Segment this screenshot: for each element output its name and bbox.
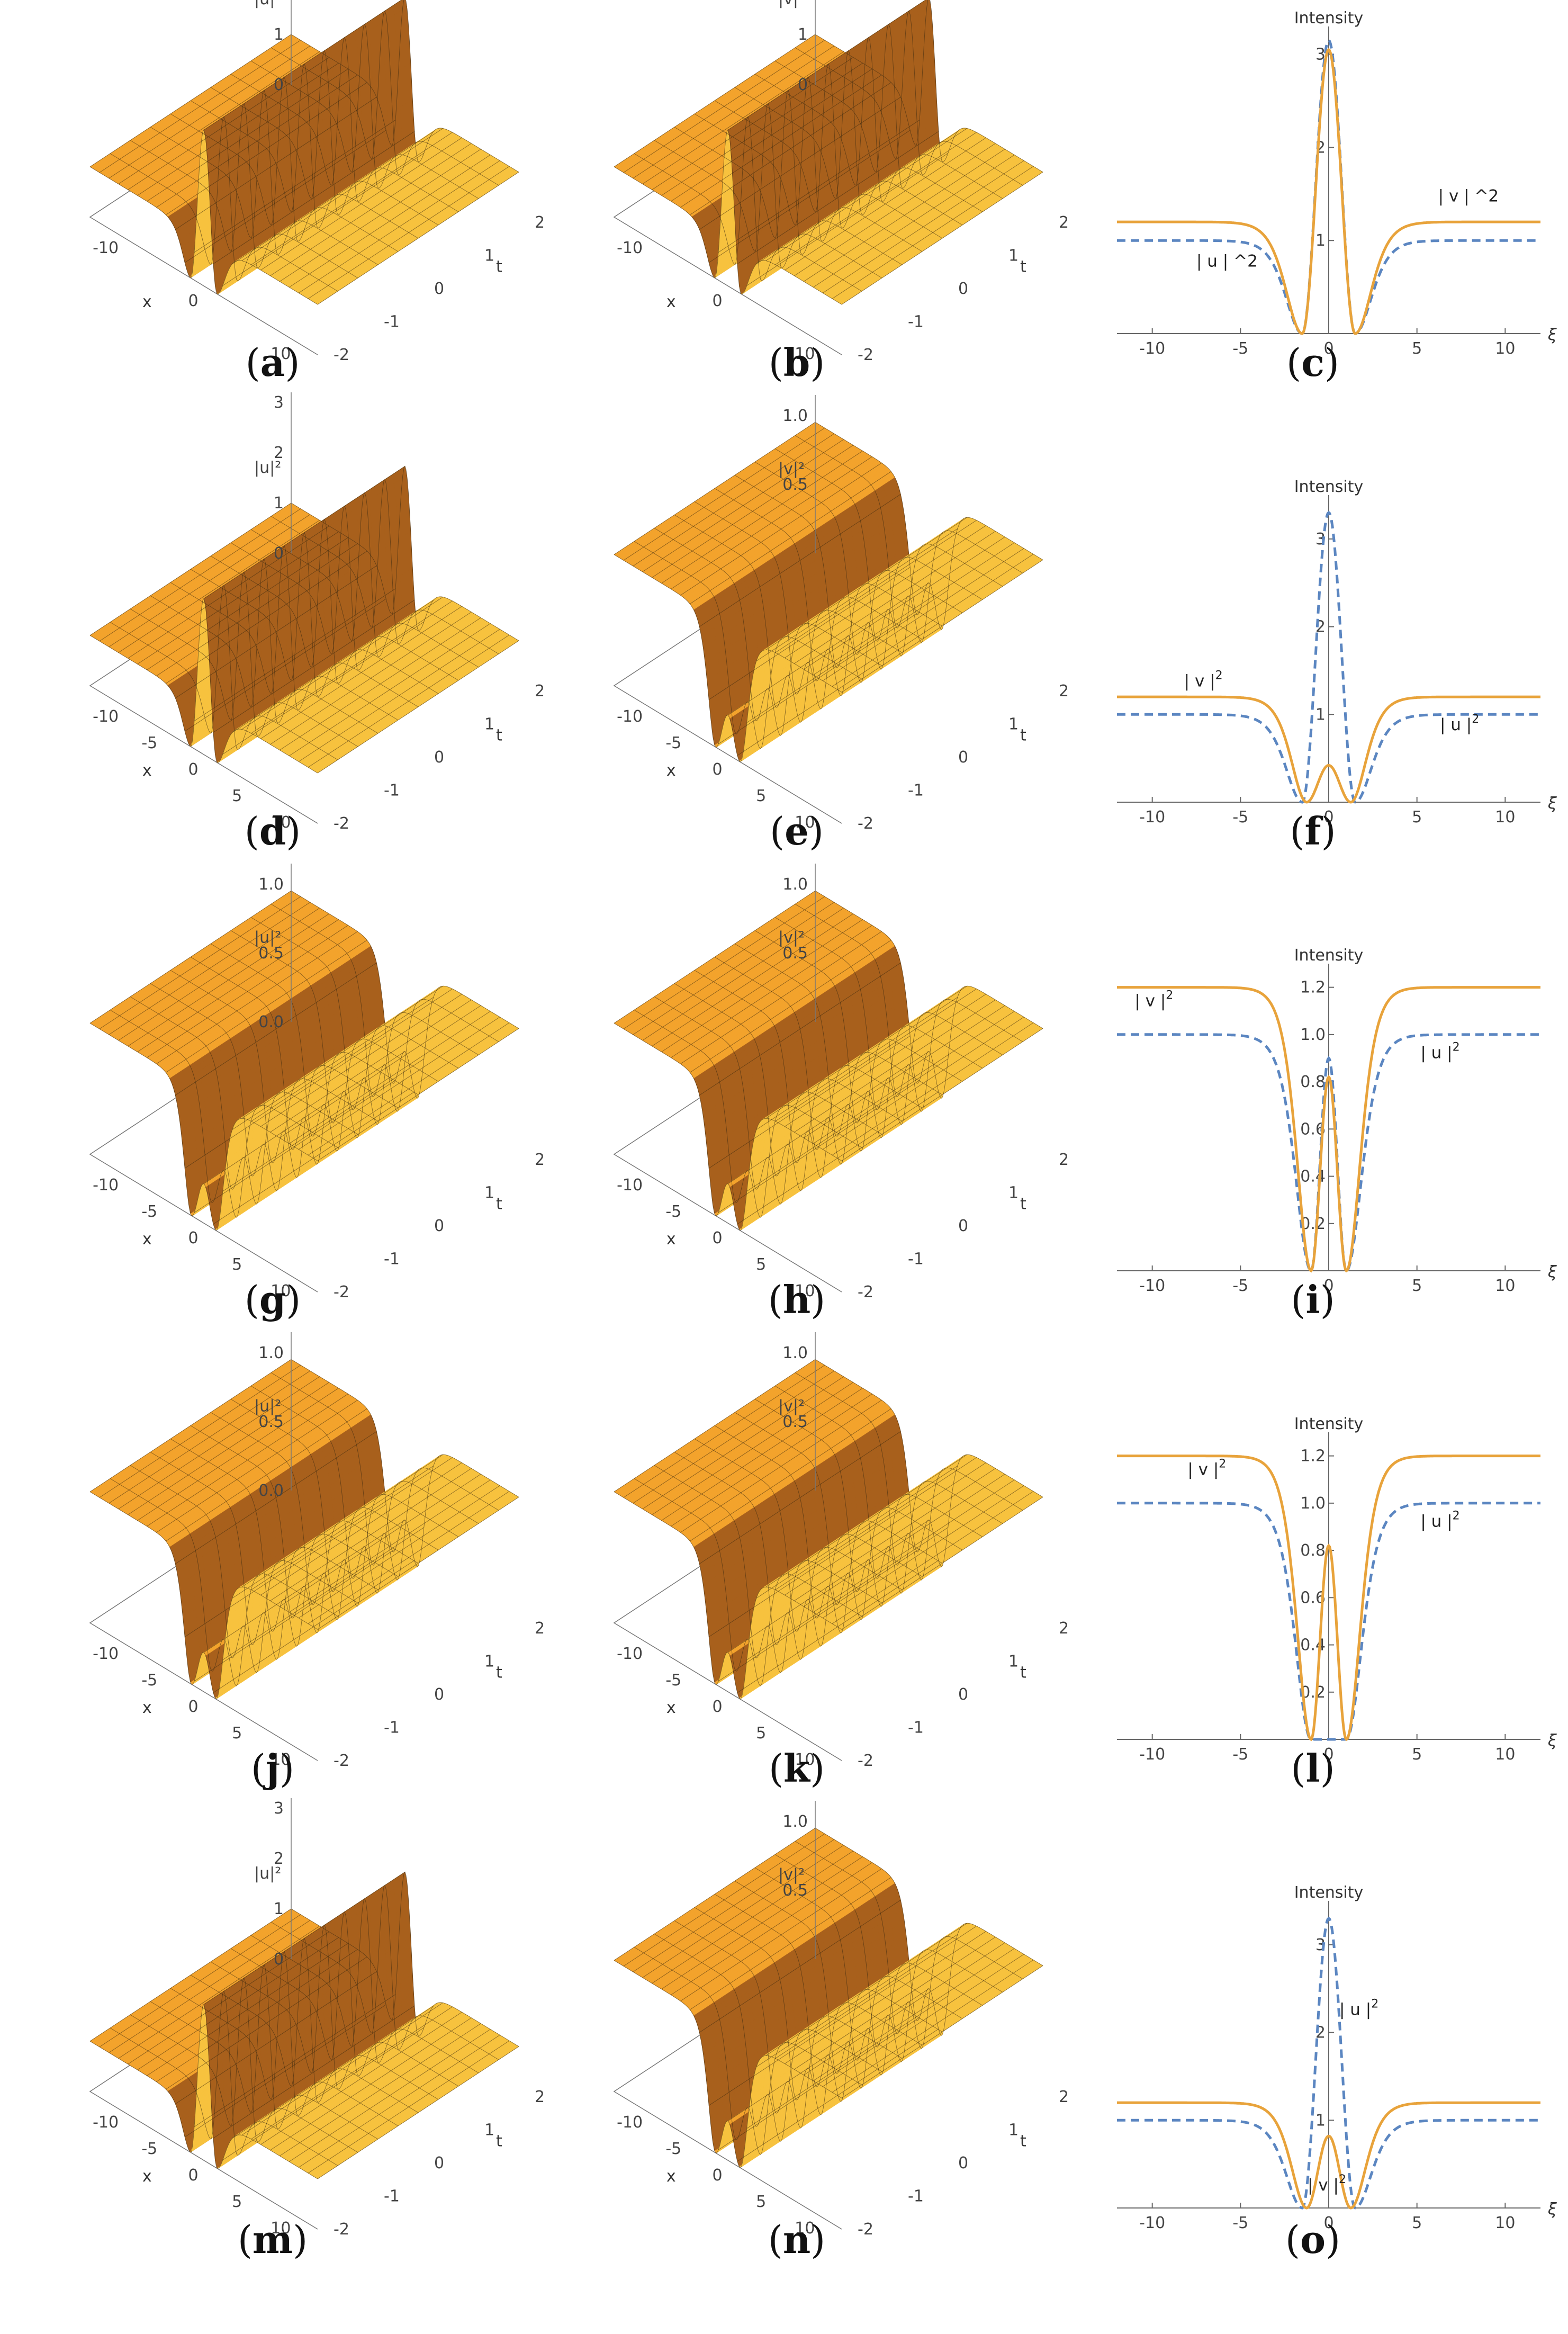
x-tick-label: 10 — [1495, 339, 1515, 358]
z-tick-label: 0 — [274, 76, 284, 94]
x-axis-label: ξ — [1547, 326, 1557, 344]
panel-caption-b: (b) — [769, 340, 825, 385]
z-tick-label: 1 — [274, 25, 284, 44]
x-axis-label: x — [666, 293, 676, 311]
panel-caption-c: (c) — [1286, 340, 1339, 385]
t-tick-label: 0 — [434, 280, 444, 298]
x-tick-label: -5 — [1232, 339, 1248, 358]
t-axis-label: t — [1020, 258, 1026, 276]
t-tick-label: 2 — [535, 213, 545, 232]
t-tick-label: -1 — [908, 313, 924, 331]
x-tick-label: 0 — [188, 292, 198, 310]
z-axis-label: |v|² — [778, 0, 805, 8]
z-tick-label: 1 — [798, 25, 808, 44]
z-tick-label: 0 — [798, 76, 808, 94]
t-tick-label: 0 — [958, 280, 968, 298]
series-label: | u | ^2 — [1196, 252, 1258, 271]
t-axis-label: t — [496, 258, 502, 276]
t-tick-label: 1 — [1008, 247, 1019, 265]
y-axis-label: Intensity — [1294, 9, 1364, 28]
x-tick-label: 5 — [1412, 339, 1422, 358]
t-tick-label: 2 — [1059, 213, 1069, 232]
series-label: | v | ^2 — [1438, 186, 1499, 205]
x-tick-label: -10 — [617, 239, 643, 257]
t-tick-label: -2 — [334, 346, 349, 364]
x-tick-label: 0 — [712, 292, 722, 310]
t-tick-label: 1 — [484, 247, 494, 265]
t-tick-label: -1 — [384, 313, 400, 331]
x-tick-label: -10 — [1139, 339, 1165, 358]
x-axis-label: x — [142, 293, 152, 311]
y-tick-label: 1 — [1315, 231, 1326, 250]
t-tick-label: -2 — [858, 346, 873, 364]
x-tick-label: -10 — [93, 239, 119, 257]
panel-caption-a: (a) — [246, 340, 300, 385]
z-axis-label: |u|² — [254, 0, 281, 8]
